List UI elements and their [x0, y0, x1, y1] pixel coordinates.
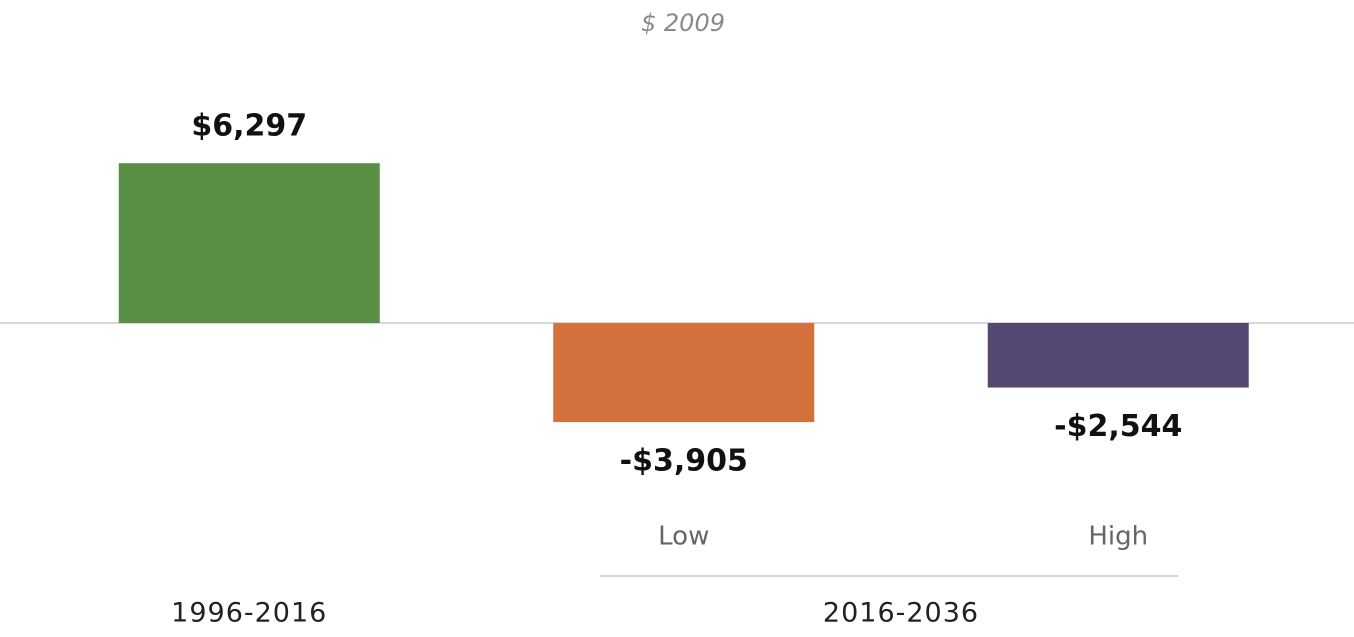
bar — [553, 323, 815, 423]
value-label: -$3,905 — [620, 444, 748, 479]
chart-subtitle: $ 2009 — [641, 9, 725, 37]
value-label: -$2,544 — [1054, 409, 1182, 444]
category-label: High — [1088, 522, 1148, 552]
group-label: 2016-2036 — [823, 598, 979, 629]
value-label: $6,297 — [191, 109, 307, 144]
bar — [118, 163, 380, 323]
bar — [987, 323, 1249, 388]
group-label: 1996-2016 — [171, 598, 327, 629]
category-label: Low — [658, 522, 709, 552]
